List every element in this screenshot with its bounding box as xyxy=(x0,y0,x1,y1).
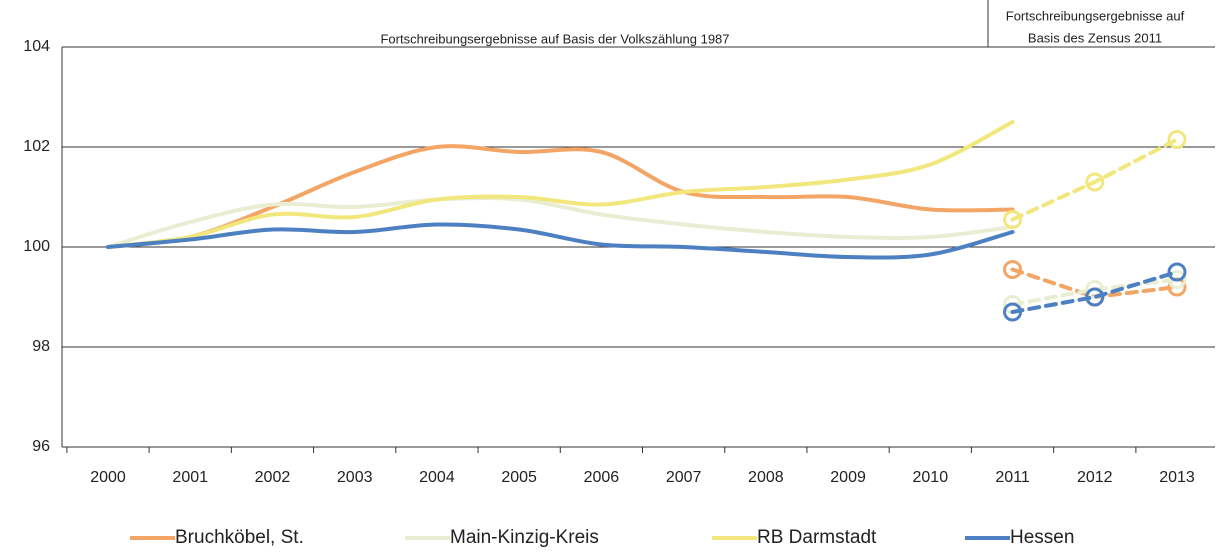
x-tick-label: 2005 xyxy=(501,469,537,486)
y-tick-label: 104 xyxy=(23,38,50,55)
x-tick-label: 2011 xyxy=(995,469,1030,486)
annotation: Fortschreibungsergebnisse auf Basis der … xyxy=(380,31,729,46)
census-marker xyxy=(1167,270,1187,289)
x-tick-label: 2000 xyxy=(90,469,126,486)
series-line xyxy=(106,144,1015,249)
legend-label: Main-Kinzig-Kreis xyxy=(450,527,599,548)
x-tick-label: 2004 xyxy=(419,469,455,486)
census-marker xyxy=(1167,130,1187,149)
census-marker xyxy=(1003,302,1023,322)
x-tick-label: 2008 xyxy=(748,469,784,486)
series-line xyxy=(106,222,1015,260)
annotation: Fortschreibungsergebnisse auf xyxy=(1006,8,1185,23)
x-tick-label: 2012 xyxy=(1077,469,1113,486)
annotation: Basis des Zensus 2011 xyxy=(1028,30,1162,45)
legend-label: RB Darmstadt xyxy=(757,527,877,548)
x-tick-label: 2003 xyxy=(337,469,373,486)
series-line xyxy=(106,196,1015,249)
legend-label: Hessen xyxy=(1010,527,1074,548)
x-tick-label: 2002 xyxy=(255,469,291,486)
x-tick-label: 2009 xyxy=(830,469,866,486)
x-tick-label: 2007 xyxy=(666,469,702,486)
x-tick-label: 2010 xyxy=(913,469,949,486)
x-tick-label: 2013 xyxy=(1159,469,1195,486)
census-line xyxy=(1010,270,1179,314)
census-marker xyxy=(1167,262,1187,282)
census-marker xyxy=(1085,172,1105,192)
x-tick-label: 2001 xyxy=(172,469,208,486)
series-line xyxy=(106,120,1015,249)
legend-label: Bruchköbel, St. xyxy=(175,527,304,548)
census-marker xyxy=(1003,260,1023,279)
x-tick-label: 2006 xyxy=(584,469,620,486)
census-marker xyxy=(1003,210,1023,229)
census-marker xyxy=(1085,287,1105,307)
census-line xyxy=(1010,137,1179,222)
y-tick-label: 100 xyxy=(23,238,50,255)
y-tick-label: 98 xyxy=(32,338,50,355)
y-tick-label: 102 xyxy=(23,138,50,155)
y-tick-label: 96 xyxy=(32,438,50,455)
